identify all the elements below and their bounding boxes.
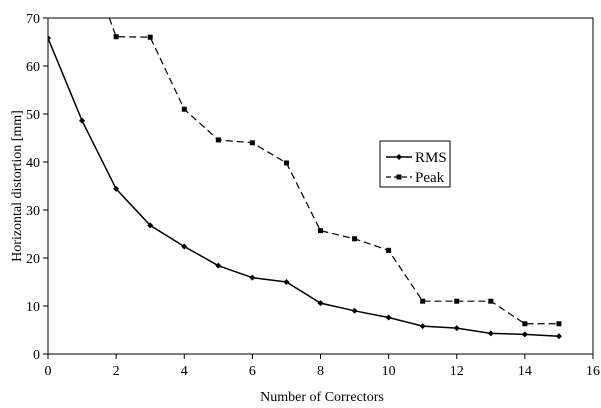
x-tick-label: 12	[450, 364, 464, 379]
y-axis-label: Horizontal distortion [mm]	[10, 110, 25, 262]
data-point-peak	[283, 160, 289, 166]
data-point-peak	[352, 236, 358, 242]
data-point-rms	[419, 323, 426, 330]
data-point-rms	[453, 325, 460, 332]
y-tick-label: 0	[33, 348, 40, 363]
y-tick-label: 60	[26, 60, 40, 75]
data-point-peak	[420, 298, 426, 304]
x-tick-label: 14	[518, 364, 532, 379]
data-point-rms	[521, 331, 528, 338]
legend-peak-label: Peak	[415, 170, 445, 186]
legend-peak-marker	[396, 174, 402, 180]
data-point-rms	[385, 314, 392, 321]
x-tick-label: 2	[113, 364, 120, 379]
data-point-peak	[249, 140, 255, 146]
data-point-peak	[147, 34, 153, 40]
series-group	[48, 18, 562, 340]
legend-rms-label: RMS	[415, 150, 447, 166]
data-point-peak	[318, 228, 323, 234]
x-tick-label: 6	[249, 364, 256, 379]
data-point-rms	[79, 117, 86, 124]
data-point-rms	[555, 333, 562, 340]
y-tick-label: 40	[26, 156, 40, 171]
y-tick-label: 10	[26, 300, 40, 315]
y-tick-label: 70	[26, 12, 40, 27]
data-point-peak	[181, 106, 187, 112]
data-point-rms	[317, 300, 324, 307]
y-tick-label: 50	[26, 108, 40, 123]
x-tick-label: 10	[382, 364, 396, 379]
data-point-rms	[249, 274, 256, 281]
series-line-rms	[48, 37, 559, 337]
data-point-peak	[522, 321, 528, 327]
data-point-peak	[386, 247, 392, 253]
legend-box	[379, 140, 451, 188]
data-point-rms	[181, 243, 188, 250]
series-peak	[108, 18, 562, 327]
legend-rms-marker	[396, 154, 402, 160]
x-tick-label: 8	[317, 364, 324, 379]
data-point-peak	[556, 321, 562, 327]
x-tick-label: 4	[181, 364, 188, 379]
data-point-rms	[351, 307, 358, 314]
y-tick-label: 30	[26, 204, 40, 219]
x-tick-label: 0	[45, 364, 52, 379]
data-point-rms	[147, 222, 154, 229]
data-point-rms	[283, 279, 290, 285]
data-point-rms	[215, 262, 222, 269]
series-rms	[48, 35, 562, 340]
data-point-rms	[48, 35, 51, 42]
data-point-peak	[454, 298, 460, 304]
data-point-peak	[215, 137, 221, 143]
axes: 0 2 4 6 8 10 12 14 16 0 10 20 30 40 50 60 70	[26, 12, 600, 379]
data-point-rms	[113, 185, 120, 192]
data-point-peak	[113, 34, 119, 40]
data-point-peak	[488, 298, 494, 304]
y-tick-label: 20	[26, 252, 40, 267]
x-axis-label: Number of Correctors	[260, 390, 384, 405]
data-point-rms	[487, 330, 494, 337]
legend: RMS Peak	[379, 140, 451, 188]
series-line-peak	[108, 18, 559, 325]
x-tick-label: 16	[586, 364, 600, 379]
